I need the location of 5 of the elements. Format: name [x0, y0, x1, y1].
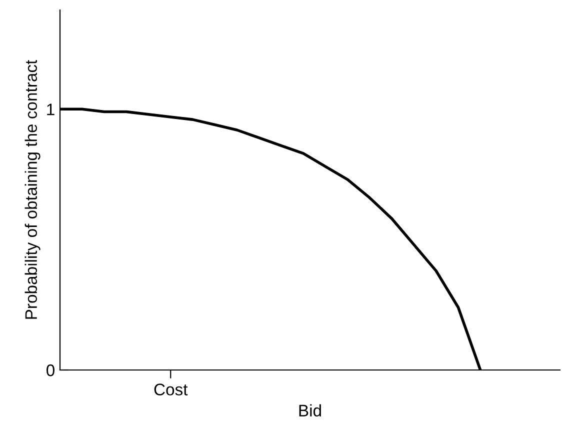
y-axis-title: Probability of obtaining the contract	[24, 60, 40, 319]
y-tick-label: 0	[46, 364, 54, 376]
x-axis-title: Bid	[299, 404, 321, 417]
x-tick-label: Cost	[154, 384, 188, 396]
y-tick-label: 1	[47, 104, 54, 116]
